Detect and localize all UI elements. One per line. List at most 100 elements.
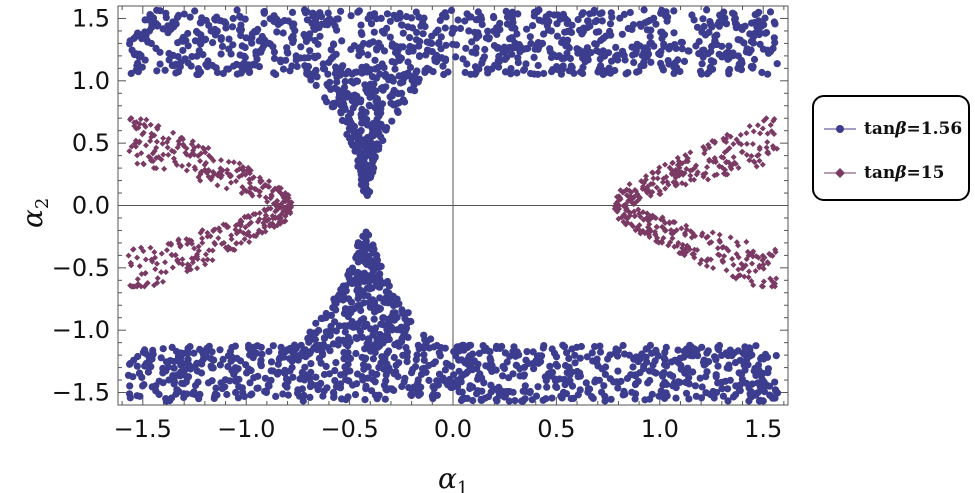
legend-item-2: tanβ=15 [822, 161, 944, 185]
data-point [477, 12, 485, 20]
data-point [534, 61, 542, 70]
data-point [315, 326, 323, 334]
data-point [252, 51, 260, 59]
data-point [193, 70, 201, 79]
data-point [315, 354, 323, 362]
data-point [459, 55, 467, 63]
data-point [761, 14, 769, 22]
data-point [546, 48, 554, 56]
data-point [206, 152, 213, 159]
data-point [359, 249, 367, 257]
data-point [152, 266, 159, 273]
data-point [423, 38, 431, 46]
data-point [250, 174, 257, 181]
data-point [345, 267, 353, 275]
data-point [723, 135, 730, 142]
data-point [660, 235, 667, 242]
data-point [304, 62, 313, 71]
data-point [558, 394, 566, 402]
data-point [749, 33, 758, 41]
data-point [759, 386, 767, 394]
data-point [738, 59, 746, 67]
data-point [770, 144, 777, 151]
data-point [169, 18, 177, 26]
data-point [505, 43, 514, 52]
data-point [579, 9, 587, 17]
data-point [312, 81, 320, 89]
data-point [530, 53, 538, 62]
data-point [206, 247, 213, 254]
data-point [542, 395, 550, 403]
data-point [677, 38, 685, 46]
data-point [223, 185, 230, 192]
data-point [507, 65, 515, 73]
data-point [389, 292, 397, 300]
data-point [633, 188, 640, 195]
data-point [250, 232, 257, 239]
y-tick-label: −1.0 [52, 316, 110, 344]
data-point [729, 9, 737, 17]
data-point [359, 376, 367, 384]
data-point [691, 382, 700, 390]
data-point [698, 232, 705, 239]
data-point [502, 7, 510, 15]
data-point [210, 394, 218, 402]
data-point [284, 391, 292, 399]
data-point [412, 356, 420, 364]
data-point [685, 380, 693, 388]
data-point [662, 185, 669, 192]
data-point [233, 178, 240, 185]
data-point [346, 305, 354, 314]
data-point [201, 166, 208, 173]
data-point [300, 30, 308, 39]
data-point [750, 55, 759, 64]
data-point [596, 10, 604, 18]
data-point [651, 357, 659, 365]
data-point [289, 38, 297, 47]
data-point [307, 368, 315, 376]
data-point [483, 65, 492, 73]
data-point [754, 152, 761, 159]
data-point [599, 34, 607, 43]
data-point [195, 395, 203, 403]
data-point [361, 355, 369, 363]
data-point [360, 315, 368, 323]
data-point [743, 140, 750, 147]
data-point [752, 342, 760, 350]
data-point [482, 362, 490, 370]
data-point [739, 148, 746, 155]
data-point [411, 87, 419, 95]
data-point [561, 39, 569, 47]
data-point [142, 349, 150, 358]
data-point [235, 383, 243, 391]
data-point [728, 352, 736, 360]
data-point [179, 261, 186, 268]
data-point [362, 271, 371, 279]
data-point [489, 12, 498, 21]
data-point [639, 183, 646, 190]
data-point [394, 373, 402, 381]
data-point [606, 351, 614, 359]
data-point [626, 8, 634, 17]
data-point [748, 388, 756, 396]
data-point [712, 356, 720, 364]
data-point [214, 172, 221, 179]
data-point [267, 205, 274, 212]
data-point [365, 284, 373, 292]
data-point [591, 343, 599, 351]
data-point [324, 9, 332, 17]
data-point [632, 212, 639, 219]
data-point [553, 383, 561, 391]
data-point [770, 18, 778, 26]
data-point [743, 151, 750, 158]
data-point [176, 369, 184, 377]
data-point [202, 149, 209, 156]
data-point [165, 376, 173, 384]
data-point [219, 69, 227, 78]
data-point [718, 351, 726, 359]
data-point [134, 254, 141, 261]
data-point [190, 349, 198, 357]
series-tanbeta-1.56 [124, 6, 782, 405]
data-point [351, 142, 359, 150]
data-point [284, 203, 291, 210]
